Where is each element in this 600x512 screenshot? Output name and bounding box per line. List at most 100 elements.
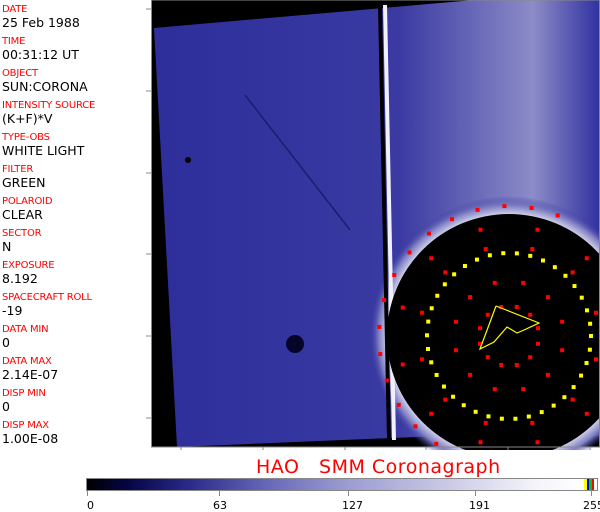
field-time: TIME 00:31:12 UT bbox=[2, 36, 79, 62]
colorbar-tick-label: 255 bbox=[583, 499, 600, 512]
marker bbox=[551, 403, 556, 408]
overflow-colors bbox=[584, 479, 594, 490]
marker bbox=[528, 253, 533, 258]
marker bbox=[451, 394, 456, 399]
marker bbox=[474, 257, 479, 262]
marker bbox=[593, 357, 598, 362]
field-label: POLAROID bbox=[2, 196, 53, 207]
field-value: 1.00E-08 bbox=[2, 431, 59, 446]
marker bbox=[570, 397, 575, 402]
marker bbox=[571, 385, 576, 390]
field-disp-min: DISP MIN 0 bbox=[2, 388, 46, 414]
marker bbox=[572, 284, 577, 289]
field-value: (K+F)*V bbox=[2, 111, 53, 126]
field-object: OBJECT SUN:CORONA bbox=[2, 68, 88, 94]
marker bbox=[443, 270, 448, 275]
marker bbox=[475, 207, 480, 212]
colorbar-tick-mark bbox=[475, 491, 476, 496]
marker bbox=[514, 251, 519, 256]
field-value: GREEN bbox=[2, 175, 46, 190]
marker bbox=[434, 372, 439, 377]
marker bbox=[521, 280, 526, 285]
overflow-blue bbox=[586, 479, 589, 490]
marker bbox=[535, 326, 540, 331]
colorbar-tick-label: 191 bbox=[469, 499, 490, 512]
marker bbox=[420, 310, 425, 315]
marker bbox=[478, 227, 483, 232]
field-disp-max: DISP MAX 1.00E-08 bbox=[2, 420, 58, 446]
marker bbox=[514, 305, 519, 310]
marker bbox=[485, 312, 490, 317]
dark-spot bbox=[286, 335, 304, 353]
marker bbox=[530, 247, 535, 252]
field-label: OBJECT bbox=[2, 68, 38, 79]
marker bbox=[584, 308, 589, 313]
marker bbox=[426, 231, 431, 236]
coronagraph-image[interactable] bbox=[0, 0, 600, 450]
field-value: 0 bbox=[2, 335, 10, 350]
marker bbox=[400, 362, 405, 367]
marker bbox=[563, 273, 568, 278]
field-data-min: DATA MIN 0 bbox=[2, 324, 49, 350]
plot-title: HAO SMM Coronagraph bbox=[256, 456, 501, 478]
field-value: 25 Feb 1988 bbox=[2, 15, 80, 30]
marker bbox=[478, 341, 483, 346]
marker bbox=[453, 319, 458, 324]
marker bbox=[499, 362, 504, 367]
field-intensity-source: INTENSITY SOURCE (K+F)*V bbox=[2, 100, 95, 126]
field-value: CLEAR bbox=[2, 207, 43, 222]
marker bbox=[442, 282, 447, 287]
colorbar bbox=[86, 478, 598, 491]
marker bbox=[584, 256, 589, 261]
field-date: DATE 25 Feb 1988 bbox=[2, 4, 80, 30]
occulting-disk[interactable] bbox=[387, 214, 600, 450]
marker bbox=[441, 384, 446, 389]
marker bbox=[579, 373, 584, 378]
field-value: SUN:CORONA bbox=[2, 79, 88, 94]
marker bbox=[535, 227, 540, 232]
marker bbox=[426, 319, 431, 324]
field-label: TYPE-OBS bbox=[2, 132, 50, 143]
marker bbox=[413, 424, 418, 429]
field-value: WHITE LIGHT bbox=[2, 143, 85, 158]
field-value: 8.192 bbox=[2, 271, 38, 286]
marker bbox=[443, 397, 448, 402]
field-value: -19 bbox=[2, 303, 23, 318]
marker bbox=[587, 347, 592, 352]
marker bbox=[483, 247, 488, 252]
marker bbox=[562, 395, 567, 400]
marker bbox=[392, 272, 397, 277]
colorbar-tick-mark bbox=[591, 491, 592, 496]
field-label: DISP MIN bbox=[2, 388, 46, 399]
marker bbox=[541, 258, 546, 263]
field-exposure: EXPOSURE 8.192 bbox=[2, 260, 55, 286]
marker bbox=[513, 416, 518, 421]
overflow-red bbox=[591, 479, 594, 490]
marker bbox=[528, 355, 533, 360]
marker bbox=[429, 360, 434, 365]
field-label: DATA MIN bbox=[2, 324, 49, 335]
axis-ticks bbox=[146, 8, 591, 450]
marker bbox=[584, 411, 589, 416]
marker bbox=[545, 295, 550, 300]
marker bbox=[384, 378, 389, 383]
field-label: SECTOR bbox=[2, 228, 42, 239]
marker bbox=[521, 387, 526, 392]
field-spacecraft-roll: SPACECRAFT ROLL -19 bbox=[2, 292, 92, 318]
colorbar-tick-mark bbox=[219, 491, 220, 496]
marker bbox=[535, 440, 540, 445]
field-value: 00:31:12 UT bbox=[2, 47, 79, 62]
pylon-shadow bbox=[378, 4, 391, 441]
marker bbox=[560, 348, 565, 353]
marker bbox=[589, 334, 593, 338]
field-label: INTENSITY SOURCE bbox=[2, 100, 96, 111]
marker bbox=[530, 420, 535, 425]
marker bbox=[407, 250, 412, 255]
marker bbox=[526, 414, 531, 419]
marker bbox=[485, 355, 490, 360]
region-polygon[interactable] bbox=[478, 305, 541, 351]
overflow-green bbox=[589, 479, 592, 490]
marker bbox=[502, 204, 507, 209]
marker bbox=[483, 420, 488, 425]
marker bbox=[429, 306, 434, 311]
